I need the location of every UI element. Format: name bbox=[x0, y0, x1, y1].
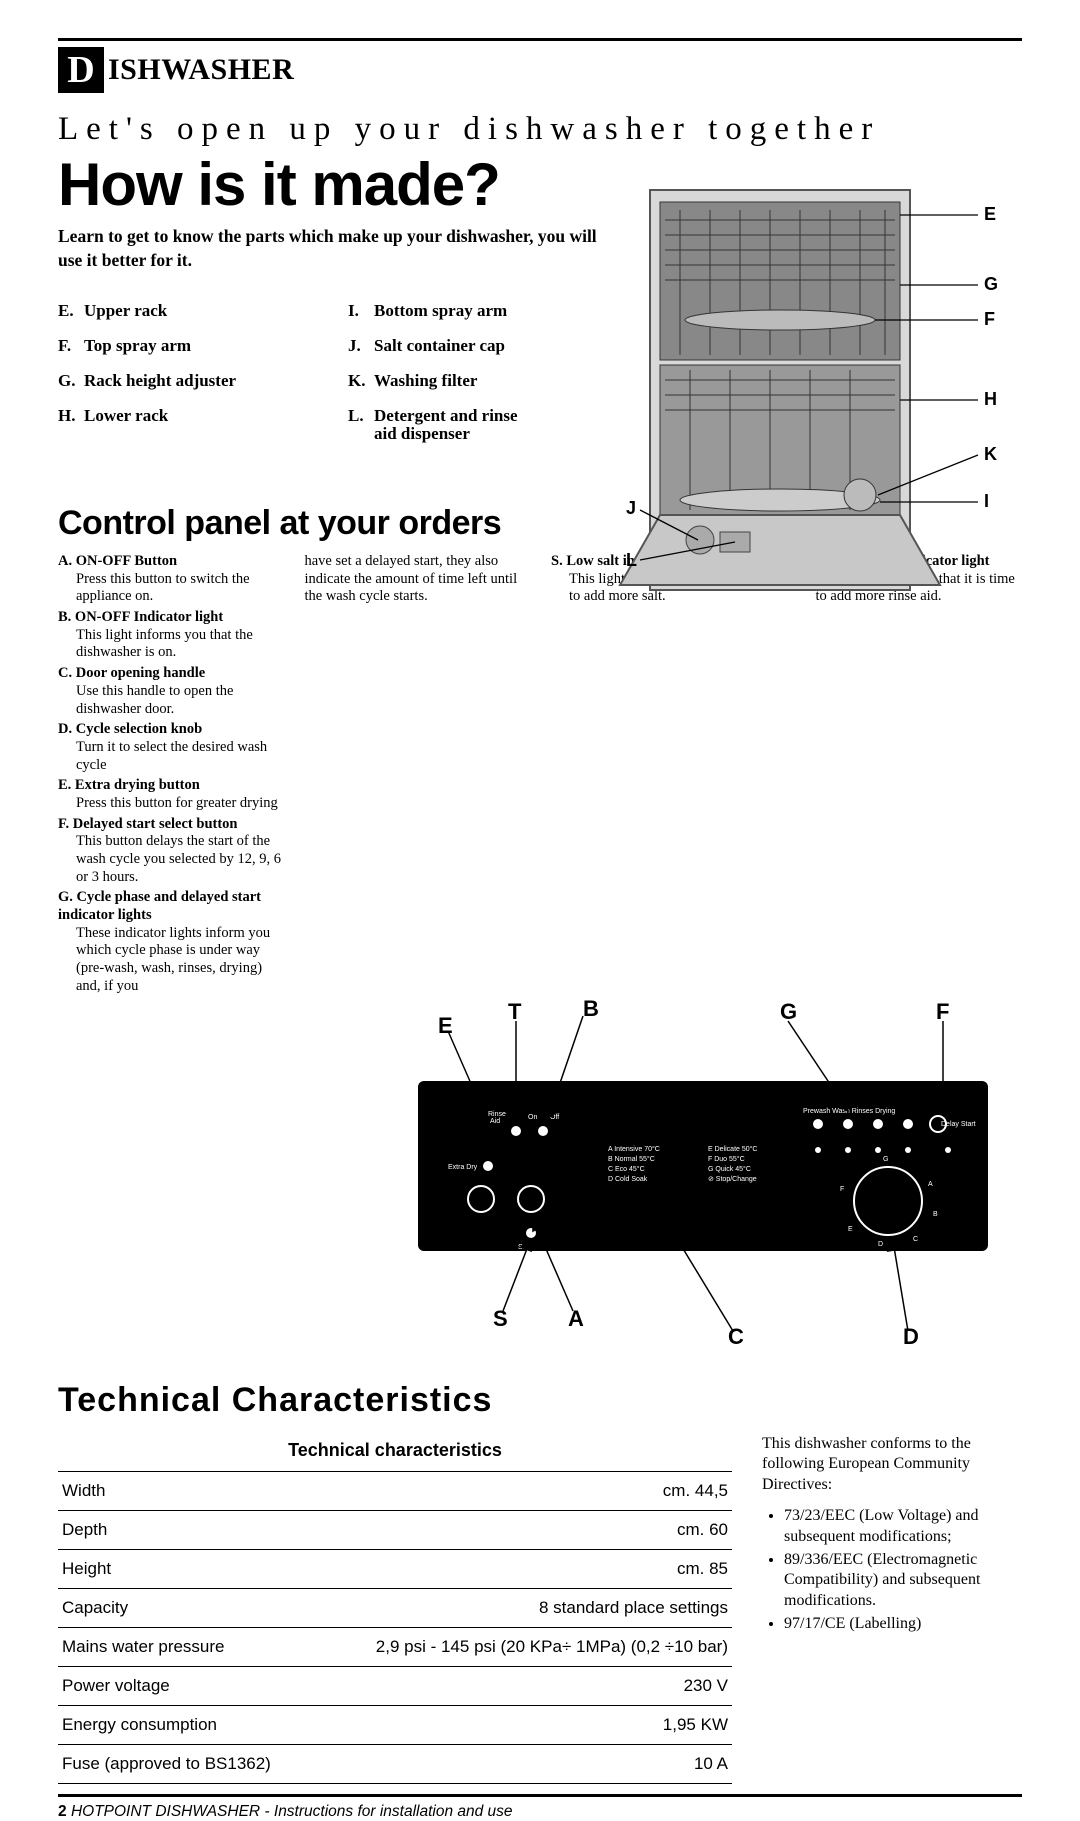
tech-row-item: Depthcm. 60 bbox=[58, 1510, 732, 1549]
bottom-rule bbox=[58, 1794, 1022, 1797]
tech-note-item: 89/336/EEC (Electromagnetic Compatibilit… bbox=[784, 1550, 1022, 1612]
label-g: G bbox=[984, 274, 998, 294]
header-text: ISHWASHER bbox=[108, 53, 294, 87]
plabel-c: C bbox=[728, 1324, 744, 1350]
plabel-t: T bbox=[508, 999, 521, 1025]
tech-notes-intro: This dishwasher conforms to the followin… bbox=[762, 1434, 1022, 1496]
svg-text:On: On bbox=[528, 1114, 537, 1121]
svg-text:C Eco 45°C: C Eco 45°C bbox=[608, 1165, 645, 1173]
tech-table: Technical characteristics Widthcm. 44,5D… bbox=[58, 1434, 732, 1784]
parts-item: I.Bottom spray arm bbox=[348, 294, 598, 329]
label-i: I bbox=[984, 491, 989, 511]
header: D ISHWASHER bbox=[58, 47, 1022, 93]
svg-text:Prewash Wash Rinses Drying: Prewash Wash Rinses Drying bbox=[803, 1108, 895, 1115]
svg-text:Aid: Aid bbox=[490, 1118, 500, 1125]
footer-text: HOTPOINT DISHWASHER - Instructions for i… bbox=[71, 1803, 513, 1820]
svg-text:F: F bbox=[840, 1186, 844, 1193]
plabel-d: D bbox=[903, 1324, 919, 1350]
svg-text:E Delicate 50°C: E Delicate 50°C bbox=[708, 1145, 758, 1153]
tech-row-item: Widthcm. 44,5 bbox=[58, 1471, 732, 1510]
parts-col-2: I.Bottom spray armJ.Salt container capK.… bbox=[348, 294, 598, 444]
svg-text:A Intensive 70°C: A Intensive 70°C bbox=[608, 1145, 660, 1153]
control-panel-diagram: A Intensive 70°C B Normal 55°C C Eco 45°… bbox=[388, 991, 1018, 1351]
parts-item: E.Upper rack bbox=[58, 294, 308, 329]
plabel-a: A bbox=[568, 1306, 584, 1332]
svg-text:F Duo 55°C: F Duo 55°C bbox=[708, 1155, 745, 1163]
label-j: J bbox=[626, 498, 636, 518]
control-item: E. Extra drying buttonPress this button … bbox=[58, 777, 283, 812]
label-l: L bbox=[626, 550, 637, 570]
control-item: B. ON-OFF Indicator lightThis light info… bbox=[58, 609, 283, 662]
page-number: 2 bbox=[58, 1803, 67, 1820]
tech-row-item: Capacity8 standard place settings bbox=[58, 1588, 732, 1627]
tech-title: Technical Characteristics bbox=[58, 1381, 1022, 1420]
svg-text:Extra Dry: Extra Dry bbox=[448, 1164, 478, 1171]
svg-text:E: E bbox=[848, 1226, 853, 1233]
control-col-1: A. ON-OFF ButtonPress this button to swi… bbox=[58, 553, 283, 999]
tech-row-item: Energy consumption1,95 KW bbox=[58, 1705, 732, 1744]
control-col-3: S. Low salt indicator lightThis light wa… bbox=[551, 553, 776, 999]
svg-text:D Cold Soak: D Cold Soak bbox=[608, 1176, 648, 1183]
tech-note-item: 73/23/EEC (Low Voltage) and subsequent m… bbox=[784, 1506, 1022, 1548]
control-col-4: T. Low rinse aid indicator lightThis lig… bbox=[798, 553, 1023, 999]
svg-text:C: C bbox=[913, 1236, 918, 1243]
control-item: D. Cycle selection knobTurn it to select… bbox=[58, 721, 283, 774]
subtitle: Let's open up your dishwasher together bbox=[58, 111, 1022, 148]
svg-text:G: G bbox=[883, 1156, 888, 1163]
parts-col-1: E.Upper rackF.Top spray armG.Rack height… bbox=[58, 294, 308, 444]
svg-text:A: A bbox=[928, 1181, 933, 1188]
intro-text: Learn to get to know the parts which mak… bbox=[58, 225, 618, 272]
label-f: F bbox=[984, 309, 995, 329]
plabel-s: S bbox=[493, 1306, 508, 1332]
svg-text:B: B bbox=[933, 1211, 938, 1218]
tech-table-header: Technical characteristics bbox=[58, 1434, 732, 1471]
tech-row-item: Fuse (approved to BS1362)10 A bbox=[58, 1744, 732, 1784]
svg-text:G Quick 45°C: G Quick 45°C bbox=[708, 1165, 751, 1173]
parts-item: G.Rack height adjuster bbox=[58, 364, 308, 399]
control-item: G. Cycle phase and delayed start indicat… bbox=[58, 889, 283, 995]
tech-row: Technical characteristics Widthcm. 44,5D… bbox=[58, 1434, 1022, 1784]
plabel-b: B bbox=[583, 996, 599, 1022]
parts-item: K.Washing filter bbox=[348, 364, 598, 399]
tech-notes: This dishwasher conforms to the followin… bbox=[762, 1434, 1022, 1784]
dishwasher-diagram: E G F H K I J L bbox=[610, 180, 1010, 610]
label-e: E bbox=[984, 204, 996, 224]
control-item: A. ON-OFF ButtonPress this button to swi… bbox=[58, 553, 283, 606]
plabel-g: G bbox=[780, 999, 797, 1025]
control-col-2: have set a delayed start, they also indi… bbox=[305, 553, 530, 999]
control-item: F. Delayed start select buttonThis butto… bbox=[58, 816, 283, 887]
col2-continuation: have set a delayed start, they also indi… bbox=[305, 553, 518, 604]
svg-text:D: D bbox=[878, 1241, 883, 1248]
label-k: K bbox=[984, 444, 997, 464]
plabel-e: E bbox=[438, 1013, 453, 1039]
plabel-f: F bbox=[936, 999, 949, 1025]
footer: 2 HOTPOINT DISHWASHER - Instructions for… bbox=[58, 1803, 1022, 1821]
svg-text:Rinse: Rinse bbox=[488, 1111, 506, 1118]
svg-text:B Normal 55°C: B Normal 55°C bbox=[608, 1155, 655, 1163]
tech-note-item: 97/17/CE (Labelling) bbox=[784, 1614, 1022, 1635]
tech-row-item: Heightcm. 85 bbox=[58, 1549, 732, 1588]
parts-item: H.Lower rack bbox=[58, 399, 308, 434]
control-item: C. Door opening handleUse this handle to… bbox=[58, 665, 283, 718]
top-rule bbox=[58, 38, 1022, 41]
tech-row-item: Power voltage230 V bbox=[58, 1666, 732, 1705]
svg-text:⊘ Stop/Change: ⊘ Stop/Change bbox=[708, 1176, 757, 1183]
tech-row-item: Mains water pressure2,9 psi - 145 psi (2… bbox=[58, 1627, 732, 1666]
control-columns: A. ON-OFF ButtonPress this button to swi… bbox=[58, 553, 1022, 999]
parts-item: F.Top spray arm bbox=[58, 329, 308, 364]
label-h: H bbox=[984, 389, 997, 409]
dropcap-d: D bbox=[58, 47, 104, 93]
parts-item: J.Salt container cap bbox=[348, 329, 598, 364]
